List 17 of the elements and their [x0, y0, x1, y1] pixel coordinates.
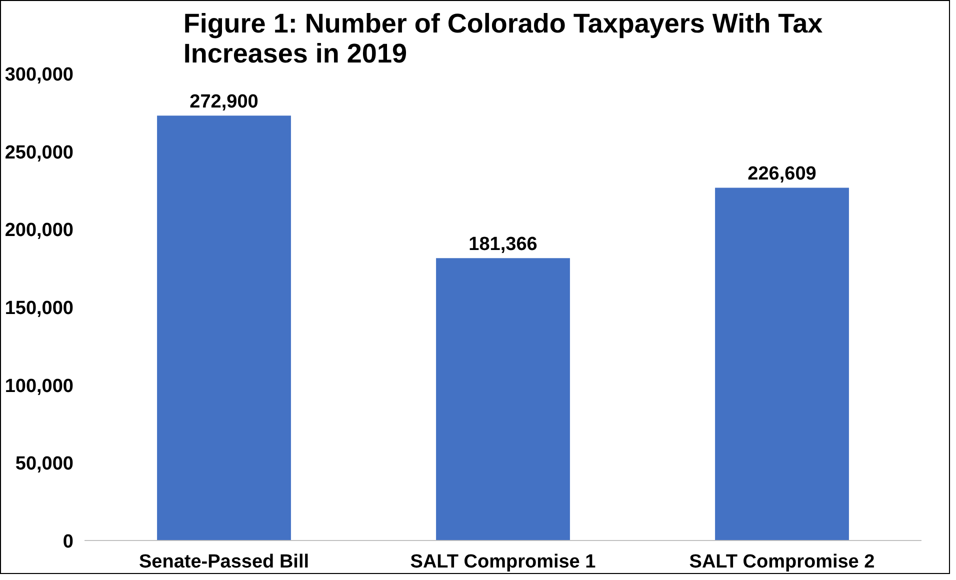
y-tick-label: 300,000: [4, 64, 74, 86]
y-tick-label: 50,000: [15, 454, 74, 475]
x-tick-label: SALT Compromise 1: [410, 552, 596, 572]
data-label: 181,366: [468, 234, 538, 256]
x-tick-label: SALT Compromise 2: [689, 552, 875, 572]
y-tick-label: 200,000: [4, 220, 74, 242]
bar: [715, 188, 849, 540]
y-tick-label: 250,000: [4, 142, 74, 164]
bar: [157, 116, 291, 540]
y-tick-label: 150,000: [4, 298, 74, 319]
y-tick-label: 100,000: [4, 376, 74, 397]
data-label: 272,900: [190, 92, 258, 113]
bar: [436, 258, 570, 540]
data-label: 226,609: [748, 164, 816, 185]
chart-title: Figure 1: Number of Colorado Taxpayers With Tax Increases in 2019: [183, 8, 823, 68]
y-tick-label: 0: [62, 532, 74, 552]
x-tick-label: Senate-Passed Bill: [138, 552, 310, 572]
